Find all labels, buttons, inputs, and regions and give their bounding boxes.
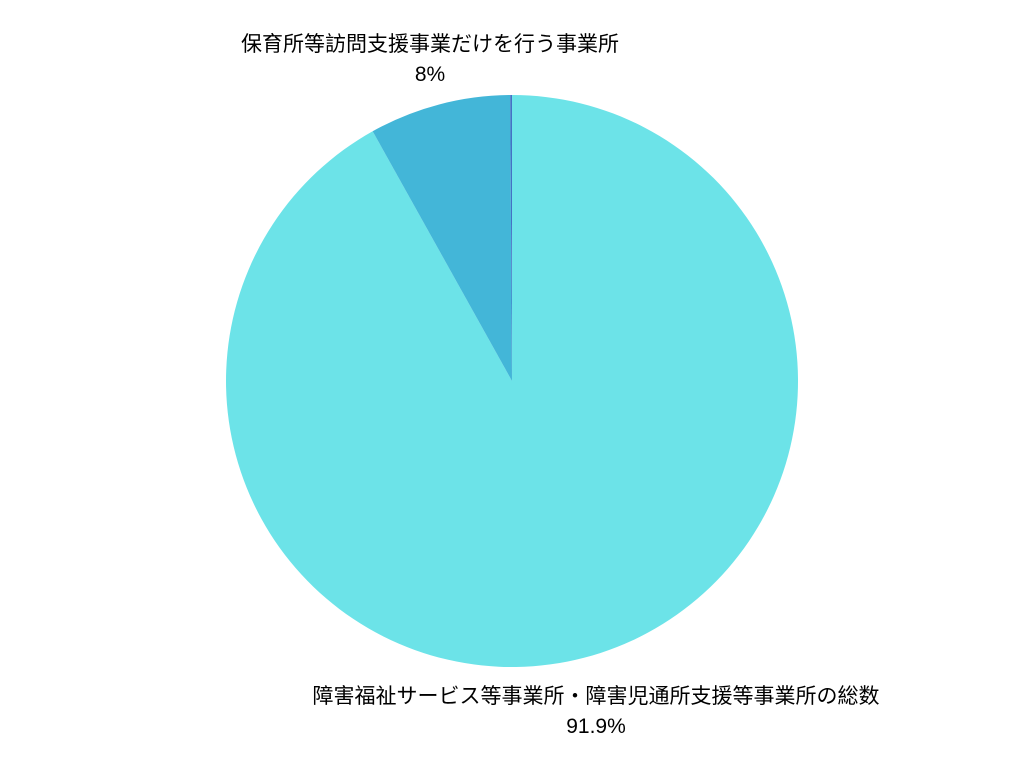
data-label-small-slice-percent: 8%: [414, 63, 446, 86]
data-label-large-slice: 障害福祉サービス等事業所・障害児通所支援等事業所の総数 91.9%: [296, 682, 896, 742]
data-label-small-slice: 保育所等訪問支援事業だけを行う事業所 8%: [130, 30, 730, 90]
data-label-large-slice-text: 障害福祉サービス等事業所・障害児通所支援等事業所の総数: [312, 685, 880, 708]
data-label-small-slice-text: 保育所等訪問支援事業だけを行う事業所: [241, 33, 619, 56]
pie-slice-1: [372, 95, 512, 381]
pie-slice-2: [510, 95, 512, 381]
pie-slice-0: [226, 95, 799, 668]
data-label-large-slice-percent: 91.9%: [566, 715, 626, 738]
